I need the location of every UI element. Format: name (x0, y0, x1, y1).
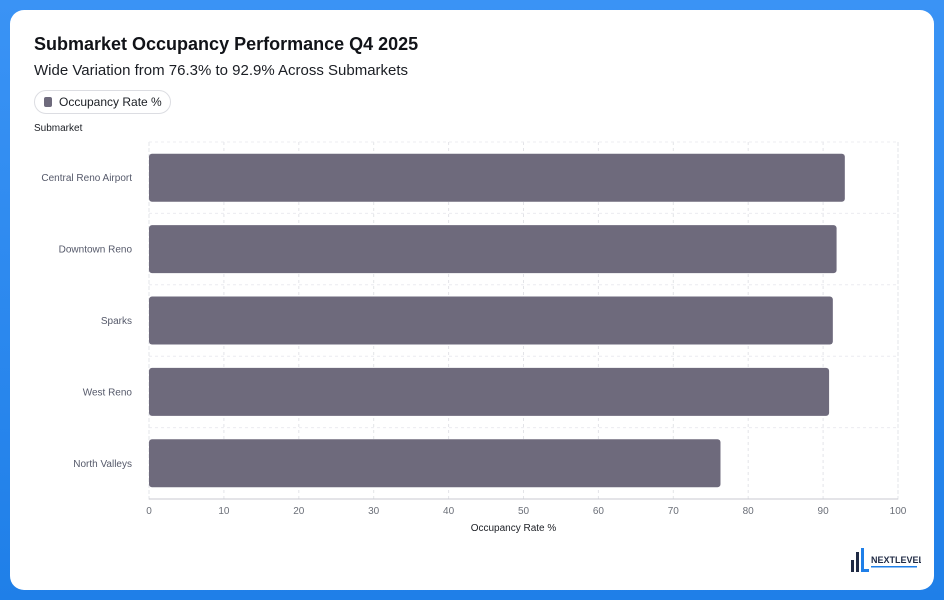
x-tick-label: 60 (593, 506, 605, 517)
legend-label: Occupancy Rate % (59, 95, 162, 109)
x-tick-label: 80 (743, 506, 755, 517)
grid (148, 141, 899, 500)
bar[interactable] (149, 296, 833, 345)
x-tick-label: 10 (218, 506, 230, 517)
bar[interactable] (149, 367, 830, 416)
nextlevel-logo: NEXTLEVEL (851, 548, 921, 572)
bar[interactable] (149, 439, 721, 488)
legend-swatch (44, 97, 52, 107)
chart-title: Submarket Occupancy Performance Q4 2025 (34, 34, 419, 54)
x-tick-label: 50 (518, 506, 530, 517)
x-tick-label: 20 (293, 506, 305, 517)
category-label: Sparks (101, 316, 132, 327)
legend-item[interactable]: Occupancy Rate % (34, 90, 171, 114)
y-axis-title: Submarket (34, 123, 83, 134)
bars (149, 153, 845, 488)
category-label: West Reno (83, 387, 133, 398)
x-tick-labels: 0 10 20 30 40 50 60 70 80 90 100 (146, 506, 907, 517)
x-axis-title: Occupancy Rate % (471, 523, 557, 534)
x-tick-label: 100 (890, 506, 907, 517)
bar[interactable] (149, 225, 837, 274)
chart-subtitle: Wide Variation from 76.3% to 92.9% Acros… (34, 62, 409, 79)
bar[interactable] (149, 153, 845, 202)
category-label: North Valleys (73, 459, 132, 470)
x-tick-label: 40 (443, 506, 455, 517)
chart-card: Submarket Occupancy Performance Q4 2025 … (10, 10, 934, 590)
x-tick-label: 30 (368, 506, 380, 517)
x-tick-label: 0 (146, 506, 152, 517)
bar-chart: Central Reno Airport Downtown Reno Sparks W… (41, 141, 907, 534)
x-tick-label: 90 (818, 506, 830, 517)
category-label: Downtown Reno (59, 245, 133, 256)
x-tick-label: 70 (668, 506, 680, 517)
category-labels: Central Reno Airport Downtown Reno Sparks W… (41, 173, 132, 470)
category-label: Central Reno Airport (41, 173, 132, 184)
logo-text: NEXTLEVEL (871, 555, 921, 565)
